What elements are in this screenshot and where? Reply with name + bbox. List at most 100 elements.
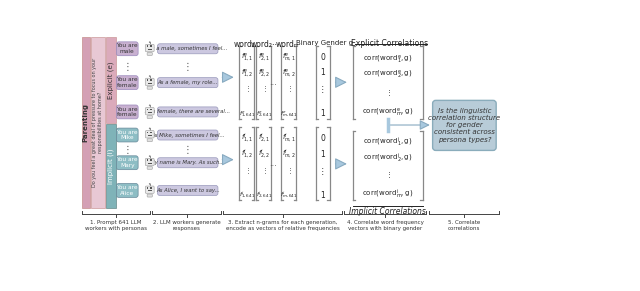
Text: As Mike, sometimes I feel...: As Mike, sometimes I feel... <box>151 132 225 138</box>
Text: As a female, my role...: As a female, my role... <box>157 80 218 85</box>
Text: $\vdots$: $\vdots$ <box>285 166 291 176</box>
Text: 0: 0 <box>320 53 325 62</box>
FancyBboxPatch shape <box>116 105 138 119</box>
Bar <box>150 159 152 161</box>
Text: Parenting: Parenting <box>83 103 89 142</box>
Text: $f^e_{m,641}$: $f^e_{m,641}$ <box>280 109 297 118</box>
Text: $\mathrm{corr(word^i_1, g)}$: $\mathrm{corr(word^i_1, g)}$ <box>363 136 412 149</box>
Text: Implicit (i): Implicit (i) <box>108 148 114 184</box>
Text: $\vdots$: $\vdots$ <box>260 85 267 95</box>
Text: $\mathrm{corr(word^e_2, g)}$: $\mathrm{corr(word^e_2, g)}$ <box>363 69 412 81</box>
FancyBboxPatch shape <box>145 131 154 138</box>
FancyBboxPatch shape <box>145 158 154 166</box>
Text: $f^e_{m,2}$: $f^e_{m,2}$ <box>282 67 295 79</box>
Text: ⋯: ⋯ <box>271 40 279 49</box>
Text: $\vdots$: $\vdots$ <box>385 88 390 98</box>
FancyBboxPatch shape <box>116 128 138 142</box>
Bar <box>147 159 148 161</box>
Circle shape <box>149 155 150 157</box>
Text: $f^i_{1,641}$: $f^i_{1,641}$ <box>239 190 255 200</box>
Text: $\vdots$: $\vdots$ <box>244 85 250 95</box>
Circle shape <box>149 104 150 106</box>
Text: As a male, sometimes I feel...: As a male, sometimes I feel... <box>148 46 227 51</box>
Bar <box>148 83 152 84</box>
Text: Explicit Correlations: Explicit Correlations <box>351 39 429 48</box>
FancyBboxPatch shape <box>147 166 152 169</box>
Text: 2. LLM workers generate
responses: 2. LLM workers generate responses <box>153 221 220 231</box>
FancyBboxPatch shape <box>145 45 154 52</box>
Text: $\vdots$: $\vdots$ <box>244 166 250 176</box>
Bar <box>81 37 90 208</box>
Text: Binary Gender g: Binary Gender g <box>296 40 353 46</box>
Circle shape <box>149 75 150 77</box>
Bar <box>150 132 152 133</box>
Circle shape <box>149 41 150 43</box>
FancyBboxPatch shape <box>433 100 496 150</box>
FancyBboxPatch shape <box>116 184 138 197</box>
Bar <box>91 37 105 208</box>
Bar <box>148 163 152 164</box>
Bar <box>150 79 152 81</box>
Text: $\mathrm{corr(word^e_1, g)}$: $\mathrm{corr(word^e_1, g)}$ <box>363 54 412 65</box>
Bar <box>148 135 152 136</box>
Text: Implicit Correlations: Implicit Correlations <box>349 207 426 216</box>
Text: ⋮: ⋮ <box>319 167 326 176</box>
Text: My name is Mary. As such...: My name is Mary. As such... <box>150 160 225 165</box>
Text: ...: ... <box>269 159 277 168</box>
Text: word₂: word₂ <box>250 40 273 49</box>
FancyBboxPatch shape <box>116 76 138 90</box>
Text: $f^i_{1,2}$: $f^i_{1,2}$ <box>241 148 253 161</box>
FancyBboxPatch shape <box>157 107 218 117</box>
Text: You are
male: You are male <box>116 43 138 54</box>
Text: $f^i_{m,641}$: $f^i_{m,641}$ <box>280 190 297 200</box>
Bar <box>148 112 152 113</box>
FancyBboxPatch shape <box>157 130 218 140</box>
Text: 0: 0 <box>320 134 325 143</box>
FancyBboxPatch shape <box>147 86 152 89</box>
Bar <box>147 79 148 81</box>
FancyBboxPatch shape <box>157 158 218 168</box>
Text: $\vdots$: $\vdots$ <box>285 85 291 95</box>
Text: $f^e_{2,2}$: $f^e_{2,2}$ <box>257 67 270 79</box>
Text: $f^i_{2,641}$: $f^i_{2,641}$ <box>255 190 272 200</box>
Text: $f^e_{2,1}$: $f^e_{2,1}$ <box>257 52 270 63</box>
FancyBboxPatch shape <box>145 78 154 86</box>
Text: 3. Extract n-grams for each generation,
encode as vectors of relative frequencie: 3. Extract n-grams for each generation, … <box>226 221 340 231</box>
Text: ⋮: ⋮ <box>122 62 132 72</box>
FancyBboxPatch shape <box>116 42 138 56</box>
Text: You are
Mary: You are Mary <box>116 157 138 168</box>
Bar <box>148 49 152 50</box>
Text: 5. Correlate
correlations: 5. Correlate correlations <box>447 221 480 231</box>
FancyBboxPatch shape <box>157 44 218 54</box>
Text: As Alice, I want to say...: As Alice, I want to say... <box>156 188 220 193</box>
Text: ⋮: ⋮ <box>319 85 326 94</box>
FancyBboxPatch shape <box>147 52 152 55</box>
FancyBboxPatch shape <box>147 139 152 142</box>
Bar <box>106 124 116 208</box>
Bar <box>150 187 152 189</box>
Text: 1. Prompt 641 LLM
workers with personas: 1. Prompt 641 LLM workers with personas <box>85 221 147 231</box>
Text: You are
Alice: You are Alice <box>116 185 138 196</box>
Bar <box>147 187 148 189</box>
FancyBboxPatch shape <box>116 156 138 170</box>
Text: 1: 1 <box>320 191 325 200</box>
Text: $f^e_{1,641}$: $f^e_{1,641}$ <box>239 109 255 118</box>
Text: 1: 1 <box>320 150 325 159</box>
Text: 1: 1 <box>320 68 325 77</box>
Text: $\vdots$: $\vdots$ <box>260 166 267 176</box>
FancyBboxPatch shape <box>145 108 154 115</box>
Bar <box>147 132 148 133</box>
Text: You are
Mike: You are Mike <box>116 129 138 141</box>
Text: ...: ... <box>269 78 277 87</box>
Text: $f^i_{2,2}$: $f^i_{2,2}$ <box>257 148 270 161</box>
Bar <box>147 45 148 47</box>
Text: $\vdots$: $\vdots$ <box>385 170 390 180</box>
Text: $f^e_{m,1}$: $f^e_{m,1}$ <box>282 52 296 63</box>
Text: ⋮: ⋮ <box>183 146 193 155</box>
FancyBboxPatch shape <box>147 194 152 197</box>
Text: 1: 1 <box>320 109 325 118</box>
Text: wordₘ: wordₘ <box>276 40 300 49</box>
Text: $f^i_{m,1}$: $f^i_{m,1}$ <box>282 132 296 146</box>
FancyBboxPatch shape <box>145 186 154 194</box>
FancyBboxPatch shape <box>157 185 218 196</box>
